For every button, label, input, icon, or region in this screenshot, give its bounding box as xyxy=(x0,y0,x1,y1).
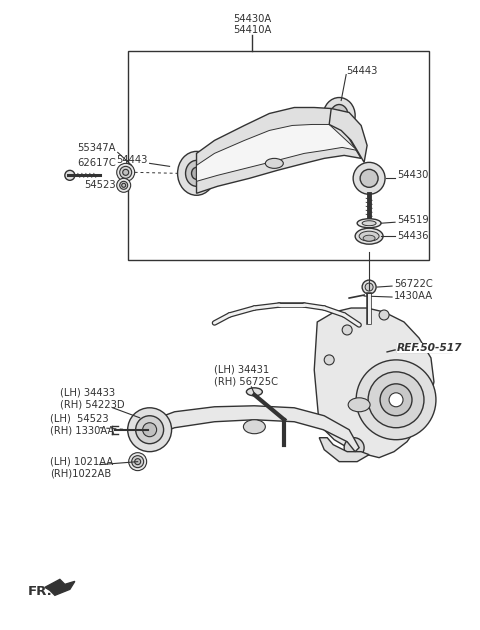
Circle shape xyxy=(342,325,352,335)
Circle shape xyxy=(365,283,373,291)
Text: (RH)1022AB: (RH)1022AB xyxy=(50,469,111,479)
Polygon shape xyxy=(196,108,361,193)
Circle shape xyxy=(353,163,385,194)
Text: 54430A: 54430A xyxy=(233,14,272,24)
Text: (LH) 34433: (LH) 34433 xyxy=(60,388,115,398)
Polygon shape xyxy=(148,406,359,452)
Circle shape xyxy=(380,384,412,416)
Polygon shape xyxy=(319,438,369,462)
Text: (RH) 54223D: (RH) 54223D xyxy=(60,400,124,410)
Circle shape xyxy=(362,280,376,294)
Polygon shape xyxy=(45,580,75,595)
Circle shape xyxy=(324,355,334,365)
Ellipse shape xyxy=(359,231,379,241)
Circle shape xyxy=(356,360,436,440)
Ellipse shape xyxy=(178,151,216,195)
Circle shape xyxy=(360,169,378,187)
Text: 54410A: 54410A xyxy=(233,25,272,35)
Ellipse shape xyxy=(265,158,283,168)
Circle shape xyxy=(132,455,144,467)
Text: 54430: 54430 xyxy=(397,170,429,180)
Ellipse shape xyxy=(335,110,343,120)
Text: 54436: 54436 xyxy=(397,231,429,241)
Polygon shape xyxy=(314,308,434,457)
Text: 54443: 54443 xyxy=(346,66,378,76)
Text: (RH) 1330AA: (RH) 1330AA xyxy=(50,426,114,436)
Circle shape xyxy=(129,453,147,471)
Circle shape xyxy=(135,459,141,465)
Text: 54443: 54443 xyxy=(116,156,148,165)
Text: 1430AA: 1430AA xyxy=(394,291,433,301)
Circle shape xyxy=(120,181,128,189)
Circle shape xyxy=(379,310,389,320)
Circle shape xyxy=(120,166,132,178)
Circle shape xyxy=(117,163,135,181)
Text: (RH) 56725C: (RH) 56725C xyxy=(215,377,278,387)
Bar xyxy=(128,50,429,260)
Ellipse shape xyxy=(186,161,207,186)
Circle shape xyxy=(122,183,126,187)
Text: (LH)  54523: (LH) 54523 xyxy=(50,414,108,424)
Text: REF.50-517: REF.50-517 xyxy=(397,343,463,353)
Circle shape xyxy=(136,416,164,444)
Circle shape xyxy=(368,372,424,428)
Circle shape xyxy=(128,408,171,452)
Ellipse shape xyxy=(330,105,348,127)
Ellipse shape xyxy=(348,398,370,412)
Ellipse shape xyxy=(243,420,265,433)
Circle shape xyxy=(123,169,129,175)
Ellipse shape xyxy=(246,388,263,396)
Text: (LH) 34431: (LH) 34431 xyxy=(215,365,270,375)
Polygon shape xyxy=(329,108,367,163)
Circle shape xyxy=(143,423,156,437)
Circle shape xyxy=(344,438,364,457)
Ellipse shape xyxy=(192,168,202,180)
Circle shape xyxy=(389,393,403,407)
Text: 54519: 54519 xyxy=(397,215,429,226)
Text: FR.: FR. xyxy=(28,585,53,598)
Circle shape xyxy=(117,178,131,192)
Ellipse shape xyxy=(363,235,375,241)
Ellipse shape xyxy=(357,219,381,227)
Circle shape xyxy=(65,170,75,180)
Polygon shape xyxy=(196,125,357,181)
Ellipse shape xyxy=(323,98,355,134)
Text: 56722C: 56722C xyxy=(394,279,433,289)
Text: (LH) 1021AA: (LH) 1021AA xyxy=(50,457,113,467)
Text: 62617C: 62617C xyxy=(77,158,116,168)
Ellipse shape xyxy=(355,228,383,244)
Ellipse shape xyxy=(362,220,376,226)
Text: 54523: 54523 xyxy=(84,180,116,190)
Text: 55347A: 55347A xyxy=(77,144,116,153)
